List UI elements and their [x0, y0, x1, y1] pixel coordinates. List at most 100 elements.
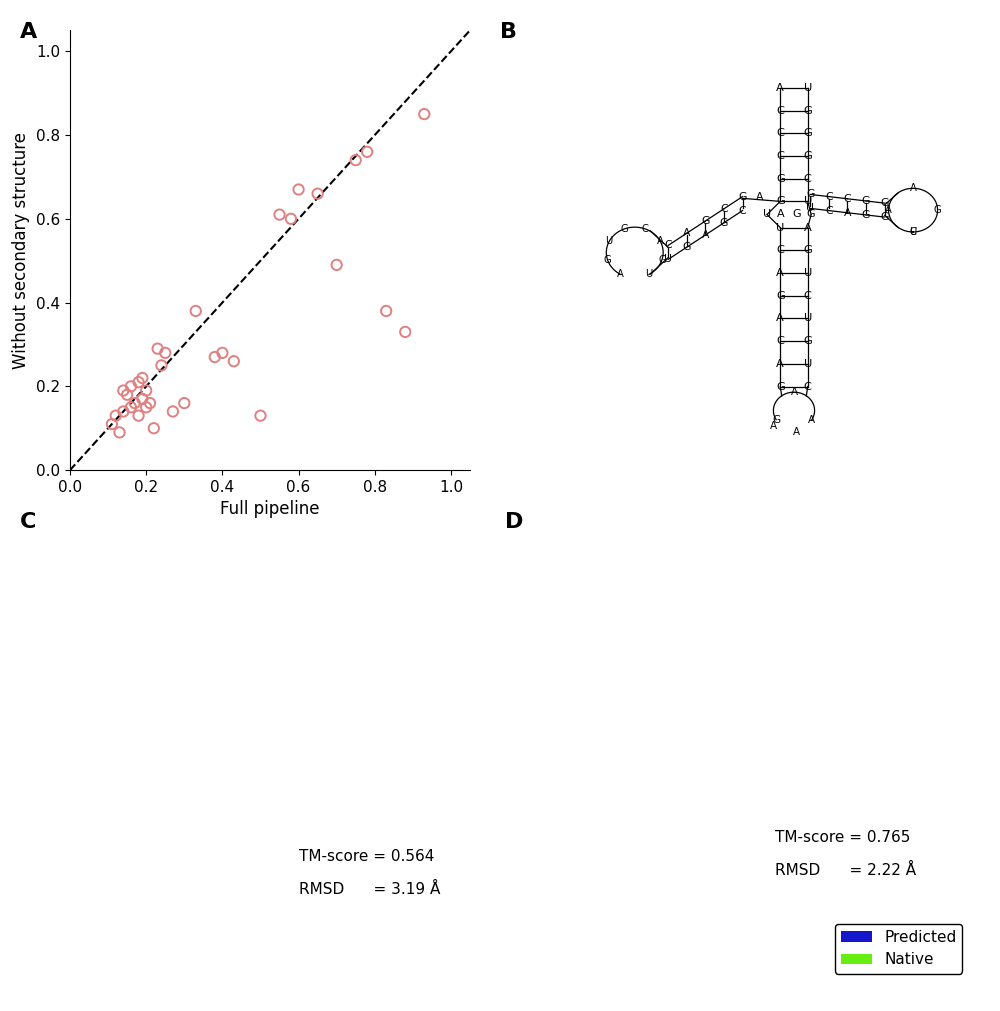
Text: G: G: [658, 255, 666, 265]
Text: B: B: [500, 22, 517, 42]
Text: A: A: [776, 313, 784, 324]
Text: C: C: [844, 194, 851, 204]
Point: [142, 395, 158, 411]
Text: C: C: [804, 291, 812, 300]
Text: A: A: [844, 207, 851, 217]
Text: A: A: [756, 192, 763, 202]
Point: [150, 341, 166, 357]
Text: C: C: [720, 204, 728, 213]
Text: G: G: [776, 196, 785, 206]
Point: [131, 374, 147, 390]
Point: [252, 407, 268, 424]
Text: G: G: [880, 198, 889, 208]
Point: [138, 399, 154, 416]
Text: A: A: [804, 222, 812, 233]
Text: G: G: [776, 381, 785, 391]
Text: C: C: [776, 105, 784, 115]
Text: C: C: [776, 128, 784, 139]
Text: A: A: [776, 359, 784, 369]
Text: U: U: [664, 255, 672, 265]
Point: [127, 395, 143, 411]
Text: C: C: [825, 205, 833, 215]
Text: C: C: [642, 223, 649, 234]
Point: [134, 370, 150, 386]
Text: U: U: [804, 313, 812, 324]
Text: C: C: [910, 226, 917, 237]
Point: [131, 407, 147, 424]
Text: U: U: [776, 222, 784, 233]
Text: G: G: [772, 415, 780, 425]
Text: G: G: [803, 105, 812, 115]
Text: C: C: [804, 381, 812, 391]
Text: C: C: [776, 151, 784, 161]
Point: [138, 382, 154, 398]
Text: A: A: [776, 83, 784, 93]
Text: G: G: [776, 174, 785, 184]
Point: [378, 303, 394, 319]
Text: U: U: [804, 359, 812, 369]
Text: G: G: [701, 216, 709, 226]
Text: C: C: [664, 241, 672, 251]
Text: C: C: [776, 336, 784, 346]
Text: A: A: [776, 209, 784, 219]
Point: [165, 403, 181, 420]
Text: TM-score = 0.564: TM-score = 0.564: [299, 849, 434, 863]
Point: [226, 353, 242, 369]
Text: C: C: [804, 174, 812, 184]
Text: U: U: [645, 269, 653, 279]
Text: A: A: [790, 387, 798, 397]
Text: A: A: [20, 22, 37, 42]
Text: A: A: [793, 428, 800, 438]
Text: A: A: [885, 205, 892, 215]
Text: G: G: [803, 128, 812, 139]
Text: C: C: [20, 512, 36, 532]
Text: U: U: [804, 268, 812, 278]
Text: G: G: [683, 243, 691, 252]
Text: U: U: [763, 209, 771, 219]
Point: [123, 378, 139, 394]
Text: G: G: [862, 196, 870, 206]
Text: G: G: [934, 205, 941, 215]
Point: [123, 399, 139, 416]
Text: G: G: [806, 189, 814, 199]
Text: A: A: [702, 231, 709, 240]
Point: [214, 345, 230, 361]
Text: RMSD      = 3.19 Å: RMSD = 3.19 Å: [299, 883, 440, 898]
Text: C: C: [825, 192, 833, 201]
Text: G: G: [620, 223, 628, 234]
Text: TM-score = 0.765: TM-score = 0.765: [775, 830, 910, 844]
Text: A: A: [657, 237, 664, 247]
Text: G: G: [803, 151, 812, 161]
Text: C: C: [739, 205, 746, 215]
Text: G: G: [807, 209, 815, 219]
Text: A: A: [617, 269, 624, 279]
Point: [153, 357, 169, 373]
Point: [272, 206, 288, 222]
Text: C: C: [776, 246, 784, 256]
Point: [188, 303, 204, 319]
Text: D: D: [505, 512, 523, 532]
Text: G: G: [803, 336, 812, 346]
Point: [157, 345, 173, 361]
Point: [115, 382, 131, 398]
Point: [112, 425, 128, 441]
Text: A: A: [683, 228, 690, 239]
Point: [283, 210, 299, 226]
Point: [416, 106, 432, 122]
Point: [108, 407, 124, 424]
Text: G: G: [738, 192, 747, 201]
Point: [207, 349, 223, 365]
X-axis label: Full pipeline: Full pipeline: [220, 500, 320, 519]
Text: U: U: [804, 83, 812, 93]
Point: [104, 416, 120, 432]
Point: [115, 403, 131, 420]
Text: G: G: [792, 209, 801, 219]
Point: [134, 391, 150, 407]
Point: [119, 386, 135, 402]
Text: G: G: [803, 246, 812, 256]
Y-axis label: Without secondary structure: Without secondary structure: [12, 131, 30, 369]
Text: G: G: [880, 212, 889, 222]
Text: A: A: [910, 183, 917, 193]
Text: U: U: [909, 226, 917, 237]
Point: [329, 257, 345, 273]
